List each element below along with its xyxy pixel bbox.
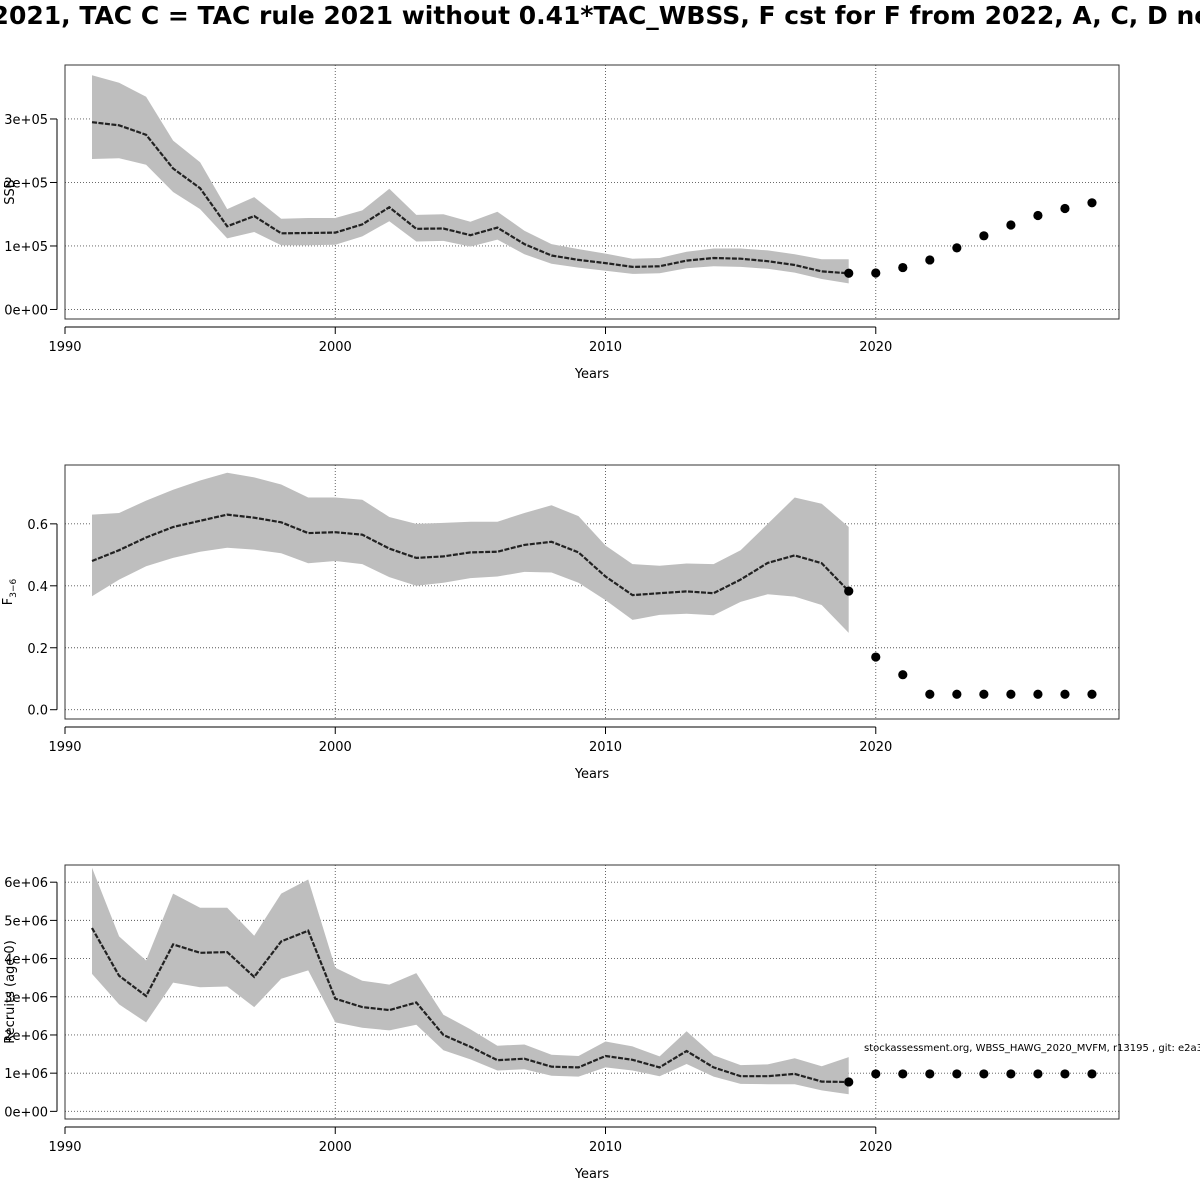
panel-recruits: 1990 2000 2010 2020 0e+00 1e+06 2e+06 3e+06 4e+0… bbox=[3, 864, 1120, 1182]
f-projection-point bbox=[898, 670, 908, 680]
f-x-tick-label: 2010 bbox=[589, 740, 622, 755]
recruits-x-tick-label: 2000 bbox=[319, 1140, 352, 1155]
f-projection-point bbox=[979, 689, 989, 699]
ssb-projection-point bbox=[1060, 203, 1070, 214]
recruits-x-tick-label: 2020 bbox=[859, 1140, 892, 1155]
recruits-projection-point bbox=[979, 1069, 989, 1079]
footnote: stockassessment.org, WBSS_HAWG_2020_MVFM… bbox=[864, 1043, 1200, 1054]
f-x-tick-label: 2000 bbox=[319, 740, 352, 755]
panel-f: 1990 2000 2010 2020 0.0 0.2 0.4 0.6 Years F3−6 bbox=[1, 464, 1120, 782]
recruits-y-tick-label: 5e+06 bbox=[4, 914, 48, 929]
recruits-x-tick-label: 1990 bbox=[48, 1140, 81, 1155]
ssb-y-tick-label: 1e+05 bbox=[4, 240, 48, 255]
recruits-plot-frame bbox=[64, 864, 1120, 1120]
f-projection-point bbox=[1060, 689, 1070, 699]
recruits-projection-point bbox=[1033, 1069, 1043, 1079]
f-projection-point bbox=[1006, 689, 1016, 699]
recruits-y-axis-title: Recruits (age 0) bbox=[3, 940, 18, 1044]
recruits-projection-point bbox=[871, 1069, 881, 1079]
f-projection-point bbox=[871, 652, 881, 662]
recruits-y-tick-label: 1e+06 bbox=[4, 1067, 48, 1082]
f-y-tick-label: 0.2 bbox=[27, 642, 48, 657]
ssb-projection-point bbox=[925, 255, 935, 265]
f-projection-point bbox=[925, 689, 935, 699]
ssb-projection-point bbox=[1006, 220, 1016, 230]
ssb-projection-point bbox=[871, 268, 881, 278]
f-projection-point bbox=[1033, 689, 1043, 699]
recruits-y-tick-label: 2e+06 bbox=[4, 1029, 48, 1044]
f-projection-point bbox=[1087, 689, 1097, 699]
ssb-projection-point bbox=[1087, 198, 1097, 208]
f-y-tick-label: 0.4 bbox=[27, 580, 48, 595]
ssb-estimate-line bbox=[91, 121, 849, 275]
recruits-projection-point bbox=[1087, 1069, 1097, 1079]
ssb-projection-point bbox=[952, 243, 962, 253]
recruits-projection-point bbox=[952, 1069, 962, 1079]
recruits-y-tick-label: 3e+06 bbox=[4, 991, 48, 1006]
f-x-axis-title: Years bbox=[574, 767, 610, 782]
chart-title: n 2021, TAC C = TAC rule 2021 without 0.… bbox=[0, 1, 1200, 30]
ssb-projection-point bbox=[898, 262, 908, 273]
recruits-projection-point bbox=[898, 1069, 908, 1079]
f-estimate-line bbox=[91, 513, 850, 597]
recruits-x-tick-label: 2010 bbox=[589, 1140, 622, 1155]
ssb-y-axis-title: SSB bbox=[3, 179, 18, 204]
ssb-x-tick-label: 2010 bbox=[589, 340, 622, 355]
f-y-axis-subscript: 3−6 bbox=[9, 578, 19, 597]
recruits-y-tick-label: 0e+00 bbox=[4, 1105, 48, 1120]
recruits-confidence-band bbox=[92, 867, 849, 1095]
ssb-projection-point bbox=[844, 268, 854, 278]
ssb-x-tick-label: 2000 bbox=[319, 340, 352, 355]
ssb-x-tick-label: 1990 bbox=[48, 340, 81, 355]
f-plot-frame bbox=[64, 464, 1120, 720]
ssb-y-tick-label: 3e+05 bbox=[4, 113, 48, 128]
ssb-plot-frame bbox=[64, 64, 1120, 320]
recruits-estimate-line bbox=[91, 927, 849, 1084]
ssb-y-tick-label: 2e+05 bbox=[4, 176, 48, 191]
ssb-y-tick-label: 0e+00 bbox=[4, 303, 48, 318]
f-projection-point bbox=[952, 689, 962, 699]
recruits-y-tick-label: 4e+06 bbox=[4, 953, 48, 968]
f-x-tick-label: 2020 bbox=[859, 740, 892, 755]
f-y-tick-label: 0.6 bbox=[27, 518, 48, 533]
f-x-tick-label: 1990 bbox=[48, 740, 81, 755]
recruits-projection-point bbox=[1060, 1069, 1070, 1079]
ssb-confidence-band bbox=[92, 75, 849, 284]
ssb-x-axis-title: Years bbox=[574, 367, 610, 382]
ssb-x-tick-label: 2020 bbox=[859, 340, 892, 355]
recruits-projection-point bbox=[925, 1069, 935, 1079]
ssb-projection-point bbox=[979, 231, 989, 241]
recruits-y-tick-label: 6e+06 bbox=[4, 876, 48, 891]
f-y-tick-label: 0.0 bbox=[27, 704, 48, 719]
recruits-x-axis-title: Years bbox=[574, 1167, 610, 1182]
f-projection-point bbox=[844, 586, 854, 596]
recruits-projection-point bbox=[844, 1077, 854, 1087]
ssb-projection-point bbox=[1033, 210, 1043, 221]
f-y-axis-title: F3−6 bbox=[1, 578, 19, 605]
panel-ssb: 1990 2000 2010 2020 0e+00 1e+05 2e+05 3e+05 Year… bbox=[3, 64, 1120, 382]
recruits-projection-point bbox=[1006, 1069, 1016, 1079]
